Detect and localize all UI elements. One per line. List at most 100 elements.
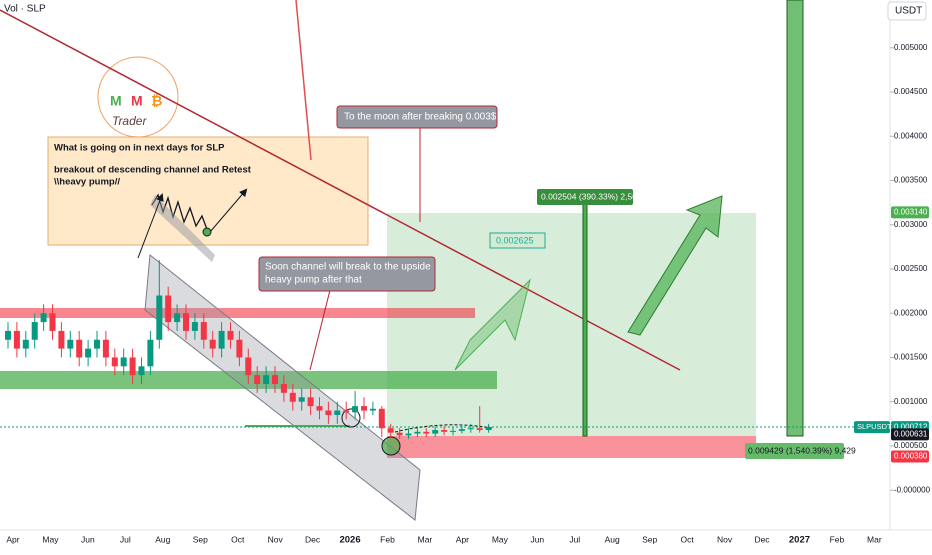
candle-body (405, 433, 412, 436)
price-plot: -0.000000 0.000500 0.001000 0.001500 0.00200… (5, 43, 931, 546)
y-tick-label: -0.000000 (894, 485, 931, 494)
measure-label: 0.002504 (390.33%) 2,504 (541, 191, 642, 201)
candle-body (85, 348, 92, 358)
x-tick-label: Dec (754, 534, 770, 544)
price-badge-label: 0.003140 (894, 207, 928, 216)
candle-body (111, 357, 118, 367)
x-tick-label: 2027 (789, 535, 810, 546)
candle-body (485, 427, 492, 431)
x-tick-label: May (492, 534, 509, 544)
candle-body (414, 431, 421, 434)
x-tick-label: Sep (642, 534, 657, 544)
candle-body (40, 313, 47, 323)
candle-body (156, 295, 163, 340)
x-tick-label: Apr (6, 534, 19, 544)
y-tick-label: 0.004000 (894, 131, 928, 140)
candle-body (191, 322, 198, 331)
currency-button[interactable] (887, 1, 927, 21)
x-tick-label: Aug (605, 534, 620, 544)
x-tick-label: May (42, 534, 59, 544)
x-tick-label: Apr (456, 534, 469, 544)
price-badge-label: 0.000712 (894, 422, 928, 431)
candle-body (218, 330, 225, 349)
indicator-label: Vol · SLP (4, 4, 46, 15)
y-tick-label: 0.001500 (894, 353, 928, 362)
x-tick-label: Jul (120, 534, 131, 544)
candle-body (361, 406, 367, 411)
candle-body (245, 357, 252, 376)
logo-letter: M (131, 93, 143, 109)
x-tick-label: Mar (418, 534, 433, 544)
candle-body (22, 339, 29, 349)
candle-body (441, 430, 448, 432)
candle-body (343, 410, 350, 413)
y-tick-label: 0.000500 (894, 441, 928, 450)
candle-body (334, 410, 341, 415)
candle-body (165, 295, 172, 323)
y-tick-label: 0.005000 (894, 43, 928, 52)
callout-text: Soon channel will break to the upside (265, 262, 431, 273)
candle-body (227, 330, 234, 340)
y-tick-label: 0.002500 (894, 264, 928, 273)
y-tick-label: 0.003500 (894, 176, 928, 185)
candle-body (432, 430, 439, 434)
candle-body (13, 330, 20, 349)
currency-label[interactable]: USDT (895, 6, 922, 17)
symbol-badge (854, 421, 890, 434)
candle-body (31, 322, 38, 340)
x-tick-label: Nov (268, 534, 284, 544)
x-tick-label: Jul (569, 534, 580, 544)
candle-body (138, 366, 145, 376)
y-tick-label: 0.004500 (894, 87, 928, 96)
candle-body (209, 339, 216, 349)
candle-body (76, 339, 83, 358)
candle-body (352, 406, 359, 413)
price-badge (891, 450, 929, 463)
candle-body (129, 357, 136, 376)
x-tick-label: Dec (305, 534, 321, 544)
candle-body (476, 428, 483, 431)
candle-body (369, 408, 376, 411)
note-text: breakout of descending channel and Retes… (54, 165, 252, 176)
note-text: What is going on in next days for SLP (54, 143, 225, 154)
x-tick-label: Feb (830, 534, 845, 544)
candle-body (316, 406, 323, 411)
y-tick-label: 0.002000 (894, 308, 928, 317)
candle-body (58, 330, 65, 349)
x-tick-label: Feb (380, 534, 395, 544)
x-tick-label: Mar (867, 534, 882, 544)
candle-body (298, 397, 305, 402)
logo-name: Trader (112, 114, 147, 128)
candle-body (5, 330, 11, 340)
candle-body (458, 429, 465, 431)
note-text: \\heavy pump// (54, 177, 120, 188)
candle-body (423, 431, 430, 434)
price-badge (891, 428, 929, 441)
candle-body (289, 392, 296, 402)
level-label: 0.002625 (496, 235, 534, 245)
candle-body (307, 397, 314, 407)
x-tick-label: Oct (231, 534, 245, 544)
candle-body (174, 313, 181, 323)
x-tick-label: 2026 (339, 535, 360, 546)
candle-body (147, 339, 154, 367)
price-badge-label: 0.000631 (894, 429, 928, 438)
x-tick-label: Jun (81, 534, 95, 544)
candle-body (396, 432, 403, 436)
price-badge (891, 206, 929, 219)
candle-body (67, 339, 74, 349)
candle-body (236, 339, 243, 358)
x-tick-label: Aug (155, 534, 170, 544)
candle-body (272, 375, 278, 385)
x-tick-label: Nov (717, 534, 733, 544)
price-badge-label: 0.000380 (894, 452, 928, 461)
candle-body (467, 428, 474, 430)
candle-body (387, 428, 394, 433)
y-tick-label: 0.003000 (894, 220, 928, 229)
logo-letter: ₿ (151, 93, 162, 109)
candle-body (94, 339, 100, 349)
candle-body (325, 410, 332, 415)
candle-body (378, 408, 385, 429)
